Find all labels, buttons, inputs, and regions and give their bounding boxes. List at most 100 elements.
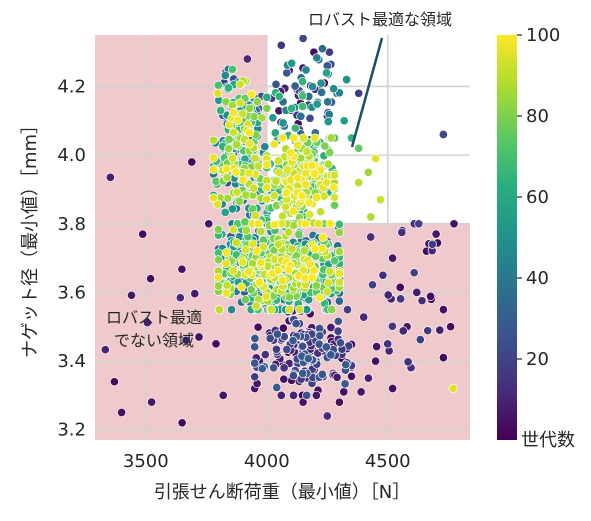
data-point: [332, 372, 342, 382]
data-point: [317, 44, 327, 54]
data-point: [313, 219, 323, 229]
data-point: [262, 194, 272, 204]
data-point: [363, 373, 373, 383]
data-point: [375, 195, 386, 205]
data-point: [329, 192, 340, 202]
data-point: [271, 344, 281, 354]
data-point: [227, 305, 237, 315]
data-point: [388, 253, 398, 263]
data-point: [253, 161, 263, 171]
data-point: [372, 342, 382, 352]
data-point: [335, 338, 346, 348]
data-point: [250, 358, 260, 368]
data-point: [359, 312, 369, 322]
data-point: [177, 264, 187, 274]
data-point: [269, 363, 279, 373]
data-point: [427, 239, 437, 249]
data-point: [117, 407, 127, 418]
data-point: [438, 129, 448, 140]
data-point: [388, 383, 398, 394]
data-point: [316, 207, 326, 217]
y-tick-label: 4.0: [57, 145, 86, 166]
data-point: [354, 88, 364, 98]
data-point: [187, 157, 197, 167]
data-point: [208, 153, 219, 163]
data-point: [208, 135, 219, 145]
data-point: [438, 305, 448, 315]
data-point: [415, 335, 425, 345]
data-point: [190, 289, 200, 299]
data-point: [208, 165, 219, 175]
data-point: [257, 113, 267, 123]
data-point: [326, 133, 336, 143]
data-point: [300, 246, 310, 256]
data-point: [414, 219, 424, 229]
data-point: [235, 79, 245, 89]
data-point: [298, 368, 308, 378]
colorbar-tick-label: 60: [526, 187, 549, 208]
colorbar-tick-label: 40: [526, 268, 549, 289]
data-point: [438, 353, 448, 363]
data-point: [194, 332, 204, 342]
data-point: [213, 224, 223, 235]
data-point: [229, 127, 239, 137]
data-point: [340, 379, 350, 389]
data-point: [253, 322, 263, 332]
data-point: [214, 305, 224, 315]
data-point: [272, 329, 282, 339]
data-point: [253, 219, 263, 229]
data-point: [284, 227, 294, 237]
data-point: [138, 229, 148, 239]
data-point: [269, 191, 279, 201]
data-point: [303, 354, 313, 364]
data-point: [319, 191, 329, 201]
colorbar-label: 世代数: [521, 430, 575, 451]
data-point: [213, 80, 223, 90]
data-point: [309, 265, 319, 276]
data-point: [227, 64, 237, 74]
data-point: [218, 390, 228, 400]
data-point: [298, 76, 308, 87]
data-point: [238, 109, 248, 119]
data-point: [279, 374, 289, 384]
scatter-points: [100, 35, 459, 428]
data-point: [268, 113, 278, 123]
data-point: [231, 238, 241, 248]
x-tick-label: 4000: [244, 451, 290, 472]
data-point: [274, 167, 284, 177]
data-point: [272, 382, 282, 393]
data-point: [334, 227, 344, 237]
data-point: [287, 103, 297, 114]
y-tick-label: 3.8: [57, 214, 86, 235]
data-point: [395, 282, 405, 292]
data-point: [322, 287, 332, 297]
data-point: [294, 230, 304, 240]
data-point: [228, 107, 238, 117]
data-point: [228, 224, 238, 235]
data-point: [301, 180, 311, 190]
non-robust-annotation-line2: でない領域: [114, 331, 194, 350]
data-point: [273, 239, 284, 249]
data-point: [213, 255, 223, 265]
data-point: [213, 88, 223, 98]
data-point: [240, 217, 250, 227]
data-point: [287, 58, 297, 68]
data-point: [334, 269, 344, 279]
data-point: [367, 280, 378, 290]
data-point: [448, 383, 458, 394]
data-point: [316, 78, 326, 88]
data-point: [276, 40, 286, 50]
data-point: [260, 350, 270, 360]
data-point: [329, 182, 339, 193]
data-point: [248, 239, 258, 249]
data-point: [250, 333, 260, 344]
plot-area: ロバスト最適な領域 ロバスト最適 でない領域: [95, 10, 470, 440]
data-point: [409, 268, 419, 278]
data-point: [235, 98, 245, 108]
data-point: [293, 173, 303, 183]
data-point: [435, 325, 445, 335]
data-point: [287, 244, 297, 254]
data-point: [383, 339, 393, 349]
data-point: [378, 270, 388, 280]
data-point: [278, 133, 288, 143]
